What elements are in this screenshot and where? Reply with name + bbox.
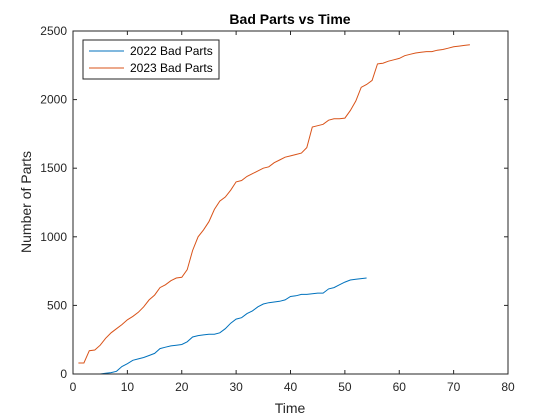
y-tick-label: 500 <box>47 298 67 312</box>
series-line-2 <box>78 44 470 364</box>
x-tick-label: 60 <box>393 380 407 394</box>
chart-title: Bad Parts vs Time <box>229 11 350 27</box>
x-tick-label: 10 <box>121 380 135 394</box>
y-tick-label: 1500 <box>40 161 67 175</box>
plot-area <box>73 31 508 374</box>
x-tick-label: 70 <box>447 380 461 394</box>
x-axis-title: Time <box>275 400 306 416</box>
axes-layer: 0 10 20 30 40 50 60 70 80 0 500 1000 1500 2000 2500 <box>40 24 515 394</box>
legend-label-1: 2022 Bad Parts <box>130 44 213 58</box>
y-tick-label: 1000 <box>40 230 67 244</box>
legend-box <box>82 39 220 80</box>
legend: 2022 Bad Parts 2023 Bad Parts <box>82 39 220 80</box>
x-tick-label: 0 <box>70 380 77 394</box>
y-axis-title: Number of Parts <box>18 151 34 253</box>
x-tick-label: 80 <box>501 380 515 394</box>
series-line-1 <box>78 277 367 375</box>
y-tick-label: 2000 <box>40 93 67 107</box>
y-tick-label: 0 <box>60 367 67 381</box>
x-tick-label: 20 <box>175 380 189 394</box>
x-tick-label: 50 <box>338 380 352 394</box>
x-tick-label: 40 <box>284 380 298 394</box>
x-tick-label: 30 <box>229 380 243 394</box>
legend-label-2: 2023 Bad Parts <box>130 61 213 75</box>
series-layer <box>78 44 470 375</box>
y-tick-label: 2500 <box>40 24 67 38</box>
